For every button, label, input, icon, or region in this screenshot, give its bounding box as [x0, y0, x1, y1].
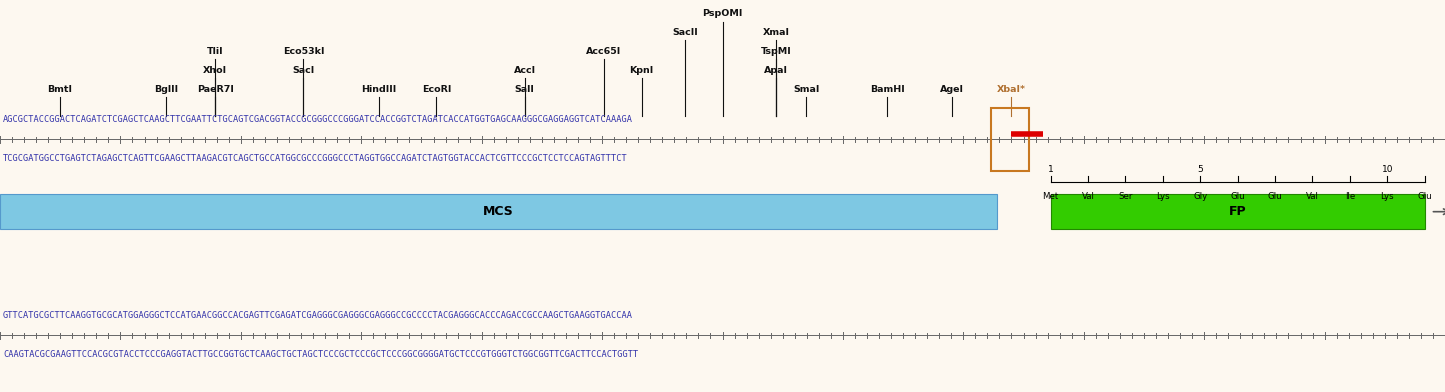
Text: GTTCATGCGCTTCAAGGTGCGCATGGAGGGCTCCATGAACGGCCACGAGTTCGAGATCGAGGGCGAGGGCGAGGGCCGCC: GTTCATGCGCTTCAAGGTGCGCATGGAGGGCTCCATGAAC… — [3, 311, 633, 320]
Text: Lys: Lys — [1156, 192, 1169, 201]
Text: 1: 1 — [1048, 165, 1053, 174]
Text: BamHI: BamHI — [870, 85, 905, 94]
Text: EcoRI: EcoRI — [422, 85, 451, 94]
Text: CAAGTACGCGAAGTTCCACGCGTACCTCCCGAGGTACTTGCCGGTGCTCAAGCTGCTAGCTCCCGCTCCCGCTCCCGGCG: CAAGTACGCGAAGTTCCACGCGTACCTCCCGAGGTACTTG… — [3, 350, 639, 359]
Text: Val: Val — [1081, 192, 1094, 201]
Text: Val: Val — [1306, 192, 1319, 201]
Text: Ser: Ser — [1118, 192, 1133, 201]
Bar — [1051, 194, 1425, 229]
Text: PspOMI: PspOMI — [702, 9, 743, 18]
Text: SalI: SalI — [514, 85, 535, 94]
Text: BmtI: BmtI — [48, 85, 72, 94]
Text: XmaI: XmaI — [763, 28, 789, 37]
Text: Glu: Glu — [1267, 192, 1282, 201]
Text: PaeR7I: PaeR7I — [197, 85, 234, 94]
Text: Glu: Glu — [1418, 192, 1432, 201]
Text: Lys: Lys — [1380, 192, 1394, 201]
Text: TCGCGATGGCCTGAGTCTAGAGCTCAGTTCGAAGCTTAAGACGTCAGCTGCCATGGCGCCCGGGCCCTAGGTGGCCAGAT: TCGCGATGGCCTGAGTCTAGAGCTCAGTTCGAAGCTTAAG… — [3, 154, 627, 163]
Text: XhoI: XhoI — [204, 66, 227, 75]
Text: SacII: SacII — [672, 28, 698, 37]
Text: ApaI: ApaI — [764, 66, 788, 75]
Text: SmaI: SmaI — [793, 85, 819, 94]
Bar — [0, 194, 997, 229]
Text: Glu: Glu — [1230, 192, 1246, 201]
Text: 10: 10 — [1381, 165, 1393, 174]
Text: Gly: Gly — [1194, 192, 1208, 201]
Text: AgeI: AgeI — [941, 85, 964, 94]
Text: AccI: AccI — [513, 66, 536, 75]
Text: Eco53kI: Eco53kI — [283, 47, 324, 56]
Text: KpnI: KpnI — [630, 66, 653, 75]
Text: SacI: SacI — [292, 66, 315, 75]
Bar — [991, 108, 1029, 171]
Text: XbaI*: XbaI* — [997, 85, 1026, 94]
Text: HindIII: HindIII — [361, 85, 396, 94]
Text: Acc65I: Acc65I — [587, 47, 621, 56]
Text: TspMI: TspMI — [760, 47, 792, 56]
Text: TliI: TliI — [207, 47, 224, 56]
Text: MCS: MCS — [483, 205, 514, 218]
Text: 5: 5 — [1198, 165, 1204, 174]
Text: Ile: Ile — [1345, 192, 1355, 201]
Text: Met: Met — [1042, 192, 1059, 201]
Text: AGCGCTACCGGACTCAGATCTCGAGCTCAAGCTTCGAATTCTGCAGTCGACGGTACCGCGGGCCCGGGATCCACCGGTCT: AGCGCTACCGGACTCAGATCTCGAGCTCAAGCTTCGAATT… — [3, 115, 633, 124]
Text: BglII: BglII — [155, 85, 178, 94]
Text: FP: FP — [1228, 205, 1247, 218]
